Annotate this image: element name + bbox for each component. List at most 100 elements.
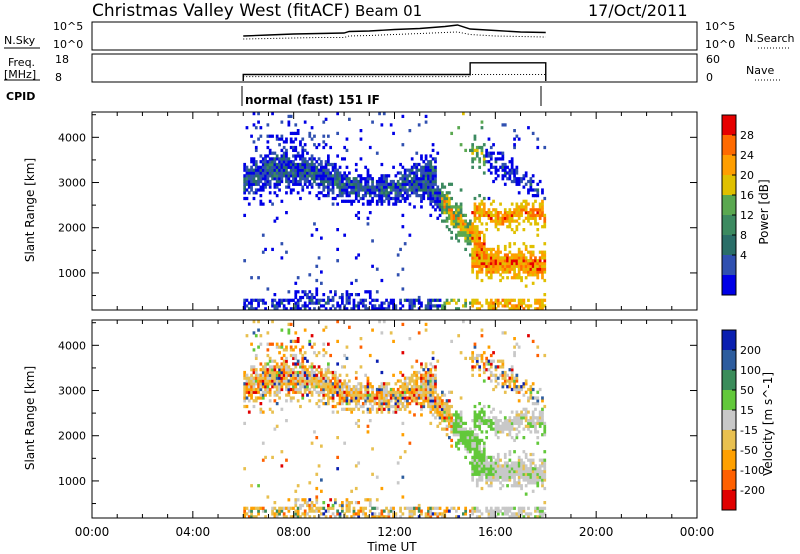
velocity-cell: [487, 461, 491, 465]
power-cell: [406, 188, 409, 192]
power-cell: [254, 307, 258, 311]
power-cell: [503, 247, 507, 252]
velocity-cell: [515, 385, 519, 389]
velocity-cell: [306, 368, 309, 372]
velocity-cell: [289, 515, 293, 519]
velocity-cell: [508, 515, 512, 519]
power-cell: [536, 211, 540, 215]
power-cell: [520, 301, 523, 305]
power-cell: [306, 177, 309, 181]
power-cell: [443, 304, 447, 308]
velocity-cell: [415, 393, 419, 397]
velocity-cell: [357, 393, 361, 397]
velocity-cell: [343, 441, 347, 445]
power-cell: [482, 157, 486, 161]
velocity-cell: [345, 373, 349, 377]
velocity-cell: [294, 379, 298, 383]
velocity-cell: [434, 368, 437, 372]
velocity-cell: [273, 501, 277, 505]
velocity-cell: [250, 484, 253, 488]
velocity-cell: [271, 373, 274, 377]
velocity-cell: [441, 427, 444, 431]
velocity-cell: [345, 506, 349, 510]
power-cell: [317, 182, 321, 186]
power-cell: [436, 216, 440, 220]
velocity-cell: [496, 472, 500, 476]
velocity-cell: [254, 370, 258, 375]
velocity-cell: [359, 387, 363, 392]
power-cell: [394, 194, 398, 198]
velocity-cell: [268, 342, 272, 346]
velocity-cell: [489, 512, 493, 516]
velocity-cell: [506, 509, 509, 513]
velocity-cell: [541, 515, 544, 519]
velocity-cell: [420, 393, 423, 397]
velocity-cell: [287, 393, 291, 397]
power-cell: [438, 191, 442, 195]
velocity-cell: [499, 424, 502, 428]
power-cell: [536, 233, 540, 237]
velocity-cell: [350, 501, 354, 505]
velocity-cell: [420, 396, 423, 400]
velocity-cell: [457, 441, 461, 445]
velocity-cell: [389, 509, 393, 513]
power-cell: [415, 179, 419, 184]
power-cell: [450, 222, 454, 226]
velocity-cell: [429, 421, 433, 426]
velocity-cell: [471, 447, 475, 451]
velocity-cell: [489, 365, 493, 369]
velocity-cell: [371, 472, 374, 476]
velocity-cell: [357, 461, 361, 465]
power-cell: [520, 304, 523, 308]
velocity-cell: [482, 444, 486, 448]
velocity-cell: [278, 379, 281, 383]
colorbar-swatch: [722, 370, 736, 391]
velocity-cell: [480, 328, 484, 332]
velocity-cell: [424, 390, 428, 394]
velocity-cell: [329, 353, 333, 358]
velocity-cell: [315, 382, 319, 386]
velocity-cell: [306, 376, 309, 380]
velocity-cell: [543, 404, 547, 409]
power-cell: [306, 174, 309, 178]
power-cell: [457, 205, 461, 209]
velocity-cell: [354, 396, 358, 400]
power-cell: [475, 264, 479, 268]
power-cell: [443, 185, 447, 189]
power-cell: [434, 304, 437, 308]
velocity-cell: [408, 379, 412, 383]
velocity-cell: [515, 373, 519, 377]
velocity-cell: [480, 334, 484, 338]
power-cell: [475, 225, 479, 229]
velocity-cell: [450, 390, 454, 394]
velocity-cell: [259, 410, 263, 414]
power-cell: [503, 259, 507, 263]
power-cell: [429, 154, 433, 158]
power-cell: [264, 182, 267, 186]
velocity-cell: [303, 365, 307, 369]
power-cell: [410, 301, 414, 305]
power-cell: [487, 208, 491, 212]
power-cell: [462, 304, 465, 308]
power-cell: [308, 295, 312, 300]
velocity-cell: [485, 419, 489, 423]
velocity-cell: [403, 376, 407, 380]
power-cell: [261, 162, 265, 167]
velocity-cell: [473, 419, 477, 423]
velocity-cell: [429, 379, 433, 383]
velocity-cell: [364, 393, 368, 397]
velocity-cell: [306, 393, 309, 397]
power-cell: [292, 168, 295, 172]
velocity-cell: [434, 399, 437, 403]
power-cell: [471, 259, 475, 263]
power-cell: [480, 264, 484, 268]
velocity-cell: [536, 436, 540, 440]
power-cell: [296, 154, 300, 158]
velocity-cell: [420, 387, 423, 392]
velocity-cell: [517, 455, 521, 460]
velocity-cell: [496, 455, 500, 460]
power-cell: [352, 301, 356, 305]
power-cell: [292, 298, 295, 302]
power-cell: [361, 194, 365, 198]
power-cell: [445, 196, 449, 201]
